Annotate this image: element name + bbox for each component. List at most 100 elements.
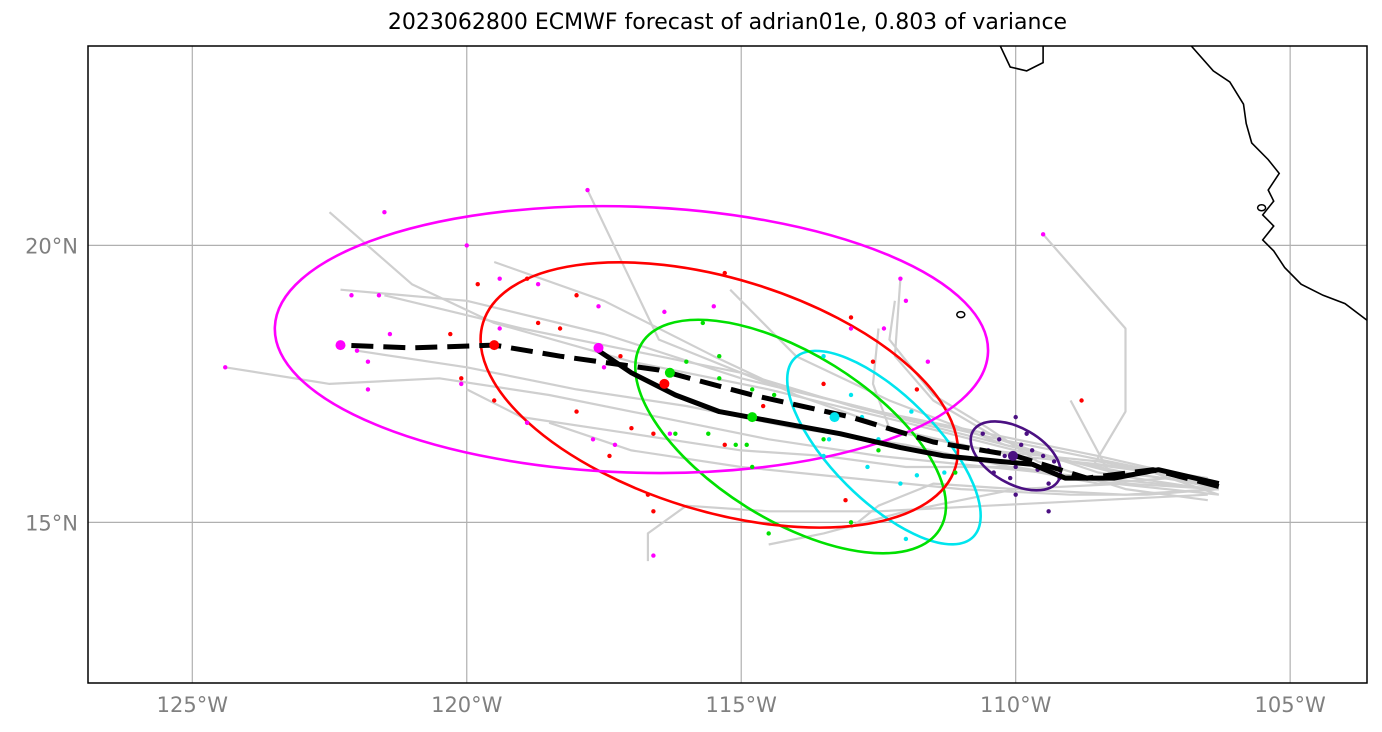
ensemble-position-day-2 [848, 392, 854, 398]
ensemble-position-day-1 [1002, 453, 1007, 459]
ensemble-position-day-1 [1018, 442, 1024, 448]
ensemble-position-day-2 [865, 464, 870, 470]
ensemble-position-day-1 [1013, 492, 1018, 497]
ensemble-position-day-5 [711, 304, 716, 309]
lon-tick-label: 105°W [1254, 693, 1326, 717]
ensemble-position-day-2 [914, 473, 920, 478]
ensemble-position-day-5 [365, 359, 371, 364]
island [956, 310, 966, 319]
ensemble-position-day-1 [1007, 475, 1013, 481]
mean-position-day-2 [829, 412, 840, 423]
ensemble-position-day-5 [925, 359, 931, 364]
ensemble-position-day-5 [881, 326, 887, 331]
ensemble-positions [223, 187, 1090, 558]
ensemble-position-day-2 [903, 536, 909, 542]
mean-position-day-1 [1007, 450, 1018, 461]
map-title: 2023062800 ECMWF forecast of adrian01e, … [387, 10, 1068, 35]
position-markers [335, 340, 1018, 461]
ensemble-position-day-2 [821, 353, 826, 359]
coastline-segment [999, 46, 1044, 72]
ensemble-position-day-3 [706, 431, 711, 436]
ensemble-position-day-5 [464, 243, 469, 248]
ensemble-position-day-4 [870, 359, 876, 364]
ensemble-position-day-5 [223, 365, 228, 370]
ensemble-position-day-3 [684, 359, 689, 364]
ensemble-position-day-5 [349, 293, 354, 298]
ensemble-track [493, 260, 1219, 485]
ensemble-position-day-4 [645, 492, 651, 497]
lon-tick-label: 115°W [706, 693, 778, 717]
ensemble-position-day-3 [848, 520, 854, 525]
ensemble-position-day-5 [590, 437, 596, 442]
ensemble-position-day-1 [1046, 509, 1051, 514]
mean-position-day-5 [593, 342, 604, 353]
ensemble-position-day-2 [909, 409, 914, 414]
ensemble-position-day-5 [601, 365, 607, 370]
coastline-segment [1190, 46, 1367, 321]
ensemble-position-day-4 [914, 387, 920, 392]
uncertainty-ellipse-day-4 [479, 261, 960, 529]
ensemble-position-day-1 [997, 437, 1002, 442]
ensemble-position-day-4 [607, 453, 612, 459]
lon-tick-label: 120°W [431, 693, 503, 717]
ensemble-position-day-2 [942, 470, 947, 475]
ensemble-position-day-4 [651, 509, 656, 514]
ensemble-position-day-1 [1051, 459, 1057, 464]
ensemble-position-day-3 [771, 392, 777, 398]
ensemble-position-day-5 [497, 276, 502, 281]
ensemble-position-day-1 [1046, 481, 1051, 486]
ensemble-position-day-5 [651, 553, 656, 558]
ensemble-position-day-4 [722, 270, 727, 276]
ensemble-position-day-4 [492, 398, 497, 403]
mean-position-day-4 [659, 378, 670, 389]
ensemble-position-day-5 [354, 348, 360, 353]
ensemble-track [646, 493, 1208, 562]
ensemble-position-day-5 [382, 209, 387, 215]
ensemble-position-day-5 [903, 298, 909, 303]
gridlines [88, 46, 1367, 683]
ensemble-position-day-1 [1040, 453, 1046, 459]
lat-tick-label: 15°N [25, 511, 78, 535]
ensemble-position-day-3 [744, 442, 749, 448]
uncertainty-ellipses [273, 204, 1062, 555]
ensemble-position-day-5 [848, 326, 854, 331]
ensemble-position-day-5 [596, 304, 601, 309]
ensemble-position-day-4 [629, 426, 634, 431]
ensemble-position-day-5 [459, 381, 464, 387]
forecast-position-day-4 [489, 340, 500, 351]
ensemble-position-day-5 [376, 293, 382, 298]
ensemble-position-day-3 [717, 353, 722, 359]
lon-tick-label: 125°W [157, 693, 229, 717]
uncertainty-ellipse-day-1 [969, 420, 1062, 492]
ensemble-position-day-3 [766, 531, 771, 536]
ensemble-position-day-5 [612, 442, 618, 448]
ensemble-position-day-1 [991, 470, 996, 475]
mean-tracks [340, 342, 1220, 489]
ensemble-position-day-2 [821, 453, 826, 459]
ensemble-position-day-4 [848, 315, 854, 320]
forecast-position-day-5 [335, 340, 346, 351]
ensemble-position-day-3 [750, 464, 755, 470]
ensemble-track [888, 300, 1208, 502]
ensemble-position-day-5 [497, 326, 502, 331]
ensemble-position-day-5 [1040, 232, 1046, 237]
forecast-position-day-3 [664, 367, 675, 378]
ensemble-position-day-5 [535, 281, 541, 287]
ensemble-position-day-3 [953, 470, 958, 475]
mean-position-day-3 [747, 412, 758, 423]
ensemble-position-day-4 [1079, 398, 1084, 403]
ensemble-position-day-5 [667, 431, 673, 436]
island [1256, 203, 1267, 212]
ensemble-position-day-5 [365, 387, 371, 392]
ensemble-position-day-4 [448, 331, 453, 337]
ensemble-position-day-1 [980, 431, 985, 436]
ensemble-position-day-4 [475, 281, 480, 287]
lat-tick-label: 20°N [25, 234, 78, 258]
ensemble-position-day-4 [524, 276, 530, 281]
lon-tick-label: 110°W [980, 693, 1052, 717]
ensemble-position-day-3 [717, 376, 722, 381]
ensemble-track [586, 189, 1220, 485]
coastline [956, 46, 1367, 321]
ensemble-position-day-4 [760, 403, 766, 409]
